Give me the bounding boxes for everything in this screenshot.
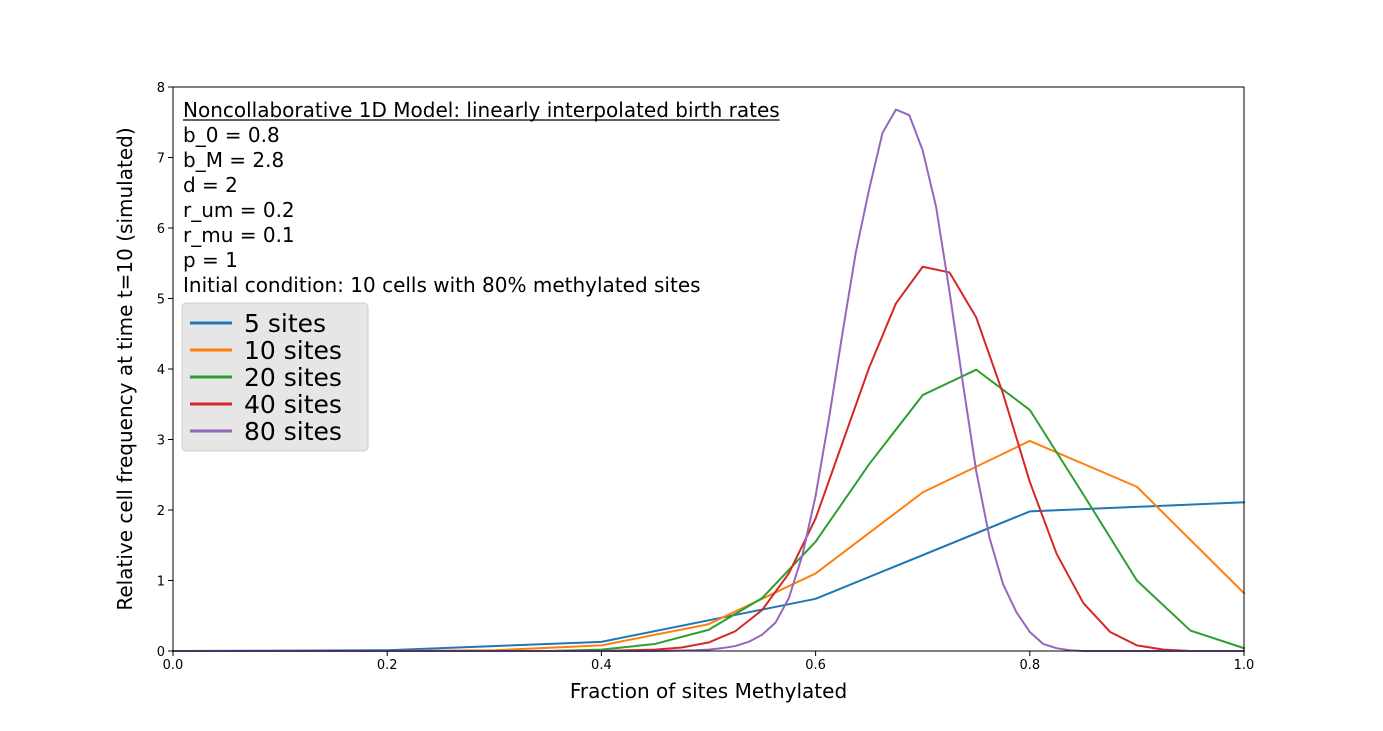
annotation-line: b_M = 2.8 bbox=[183, 148, 284, 172]
y-tick-label: 0 bbox=[157, 645, 165, 660]
legend-label: 80 sites bbox=[244, 417, 342, 446]
y-tick-label: 5 bbox=[157, 293, 165, 308]
annotation-line: p = 1 bbox=[183, 248, 238, 272]
series-line-4 bbox=[172, 108, 1245, 652]
annotation-line: d = 2 bbox=[183, 173, 238, 197]
y-tick-label: 2 bbox=[157, 504, 165, 519]
legend-label: 20 sites bbox=[244, 363, 342, 392]
legend-label: 10 sites bbox=[244, 336, 342, 365]
y-tick-label: 7 bbox=[157, 152, 165, 167]
legend-label: 40 sites bbox=[244, 390, 342, 419]
y-axis-label: Relative cell frequency at time t=10 (si… bbox=[113, 127, 137, 610]
y-axis-ticks: 0 1 2 3 4 5 6 7 8 bbox=[157, 81, 173, 660]
annotation-block: Noncollaborative 1D Model: linearly inte… bbox=[183, 98, 780, 297]
x-tick-label: 0.2 bbox=[377, 658, 398, 673]
x-axis-ticks: 0.0 0.2 0.4 0.6 0.8 1.0 bbox=[163, 651, 1255, 673]
x-tick-label: 0.0 bbox=[163, 658, 184, 673]
series-line-3 bbox=[172, 265, 1245, 652]
annotation-title: Noncollaborative 1D Model: linearly inte… bbox=[183, 98, 780, 122]
y-tick-label: 6 bbox=[157, 222, 165, 237]
y-tick-label: 8 bbox=[157, 81, 165, 96]
annotation-line: r_um = 0.2 bbox=[183, 198, 295, 222]
y-tick-label: 3 bbox=[157, 434, 165, 449]
series-line-0 bbox=[171, 501, 1246, 653]
x-tick-label: 0.6 bbox=[805, 658, 826, 673]
annotation-line: r_mu = 0.1 bbox=[183, 223, 295, 247]
y-tick-label: 4 bbox=[157, 363, 165, 378]
x-tick-label: 1.0 bbox=[1234, 658, 1255, 673]
annotation-line: Initial condition: 10 cells with 80% met… bbox=[183, 273, 701, 297]
x-axis-label: Fraction of sites Methylated bbox=[570, 679, 847, 703]
y-tick-label: 1 bbox=[157, 575, 165, 590]
x-tick-label: 0.8 bbox=[1019, 658, 1040, 673]
x-tick-label: 0.4 bbox=[591, 658, 612, 673]
legend-label: 5 sites bbox=[244, 309, 326, 338]
annotation-line: b_0 = 0.8 bbox=[183, 123, 280, 147]
legend-box bbox=[181, 302, 369, 452]
